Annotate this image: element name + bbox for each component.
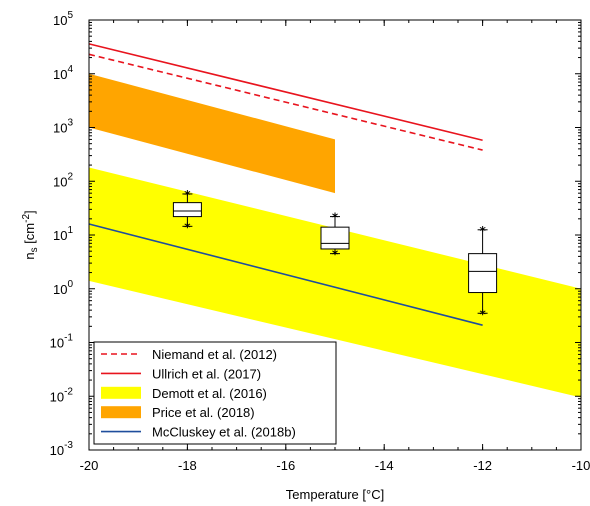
lines-layer <box>88 43 483 326</box>
boxplot-outlier-marker: * <box>184 188 191 202</box>
x-tick-label: -16 <box>276 458 295 473</box>
bands-layer <box>89 73 581 398</box>
x-axis-title: Temperature [°C] <box>286 487 384 502</box>
x-tick-label: -14 <box>375 458 394 473</box>
y-tick-label: 103 <box>53 118 73 136</box>
y-axis-title-sub: s <box>29 247 40 252</box>
legend-swatch <box>101 386 141 399</box>
y-tick-label: 100 <box>53 279 73 297</box>
y-axis-title-main: n <box>22 252 37 259</box>
legend-swatch <box>101 406 141 419</box>
boxplot-1: ** <box>320 211 350 262</box>
band-series-3 <box>89 73 335 194</box>
boxplots-layer: ****** <box>172 188 498 321</box>
x-tick-label: -10 <box>572 458 590 473</box>
boxplot-outlier-marker: * <box>332 248 339 262</box>
line-series-0 <box>88 53 483 151</box>
boxplot-box <box>320 226 350 250</box>
legend-label: Ullrich et al. (2017) <box>152 366 261 381</box>
legend-label: McCluskey et al. (2018b) <box>152 425 296 440</box>
legend-entry-4: McCluskey et al. (2018b) <box>101 425 296 440</box>
legend-label: Niemand et al. (2012) <box>152 347 277 362</box>
x-tick-label: -18 <box>178 458 197 473</box>
boxplot-box <box>468 253 498 294</box>
legend-entry-0: Niemand et al. (2012) <box>101 347 277 362</box>
y-tick-label: 10-3 <box>50 440 74 458</box>
y-axis-title-unit: [cm <box>22 223 37 248</box>
legend-entry-1: Ullrich et al. (2017) <box>101 366 261 381</box>
boxplot-0: ** <box>172 188 202 234</box>
boxplot-outlier-marker: * <box>479 307 486 321</box>
y-axis-title: ns [cm-2] <box>21 210 40 259</box>
line-series-4 <box>88 223 483 326</box>
legend-label: Price et al. (2018) <box>152 405 255 420</box>
y-tick-label: 105 <box>53 10 73 28</box>
boxplot-2: ** <box>468 224 498 321</box>
y-axis-title-exp: -2 <box>21 214 32 223</box>
ticks-layer: -20 -18 -16 -14 -12 -10 10-3 10-2 10-1 100 101 102 1… <box>50 10 590 473</box>
legend-entry-3: Price et al. (2018) <box>101 405 255 420</box>
y-tick-label: 102 <box>53 171 73 189</box>
x-tick-label: -20 <box>80 458 99 473</box>
legend: Niemand et al. (2012) Ullrich et al. (201… <box>93 341 337 445</box>
x-tick-label: -12 <box>473 458 492 473</box>
y-tick-label: 10-2 <box>50 386 74 404</box>
band-series-2 <box>89 167 581 398</box>
legend-entry-2: Demott et al. (2016) <box>101 386 267 401</box>
boxplot-outlier-marker: * <box>332 211 339 225</box>
boxplot-box <box>172 202 202 218</box>
y-tick-label: 10-1 <box>50 333 74 351</box>
axis-titles: Temperature [°C] ns [cm-2] <box>21 210 384 502</box>
boxplot-outlier-marker: * <box>184 220 191 234</box>
line-series-1 <box>88 43 483 141</box>
y-tick-label: 101 <box>53 225 73 243</box>
boxplot-outlier-marker: * <box>479 224 486 238</box>
y-axis-title-close: ] <box>22 210 37 214</box>
legend-label: Demott et al. (2016) <box>152 386 267 401</box>
y-tick-label: 104 <box>53 64 73 82</box>
